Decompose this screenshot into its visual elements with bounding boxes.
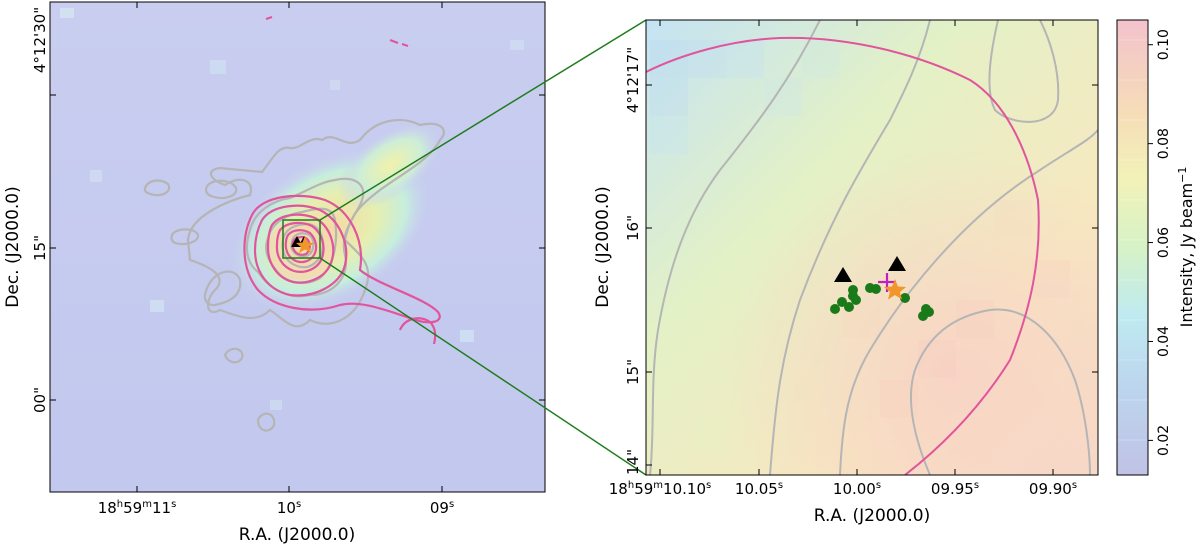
colorbar-tick-label: 0.10 [1156, 29, 1172, 60]
green-point [924, 307, 934, 317]
right-x-tick-label: 09.90s [1029, 480, 1077, 498]
magenta-contour-1 [243, 194, 441, 324]
right-y-tick-label: 15" [624, 359, 642, 385]
magenta-contour-frag-2 [389, 38, 409, 48]
connector-top [319, 19, 647, 221]
left-ticks [50, 2, 545, 492]
left-x-tick-label: 09s [430, 499, 454, 517]
colorbar-tick-label: 0.08 [1156, 128, 1172, 159]
emission-lobe [337, 121, 443, 209]
right-frame [645, 19, 1099, 476]
right-panel: 4°12'17" 16" 15" 14" 18h59m10.10s 10.05s… [593, 19, 1099, 526]
right-gray-contours [649, 20, 1098, 475]
right-y-axis-label: Dec. (J2000.0) [593, 186, 613, 307]
right-y-tick-labels: 4°12'17" 16" 15" 14" [624, 47, 642, 475]
left-y-axis-label: Dec. (J2000.0) [3, 186, 23, 307]
left-x-tick-label: 10s [277, 499, 301, 517]
right-magenta-contours [646, 36, 1040, 475]
gray-contour-small-1 [204, 179, 238, 200]
gray-contour-1 [186, 118, 445, 328]
right-gray-contour-5 [988, 20, 1060, 123]
colorbar-tick-label: 0.02 [1156, 425, 1172, 456]
right-ticks [646, 20, 1098, 475]
right-gray-contour-3 [839, 129, 1098, 475]
right-gray-contour-1 [649, 20, 821, 475]
right-x-axis-label: R.A. (J2000.0) [814, 506, 931, 526]
gray-contour-small-2 [143, 179, 171, 197]
right-star-marker [884, 279, 906, 300]
right-triangle-marker-1 [834, 267, 852, 282]
left-noise [60, 8, 524, 410]
green-point [851, 295, 861, 305]
gray-contour-small-3 [170, 228, 200, 246]
left-y-tick-label: 15" [31, 235, 49, 261]
right-y-tick-label: 4°12'17" [624, 47, 642, 113]
left-magenta-contours [243, 15, 441, 345]
magenta-contour-4 [275, 221, 325, 273]
green-point [900, 293, 910, 303]
colorbar-tick-label: 0.04 [1156, 326, 1172, 357]
right-y-tick-label: 16" [624, 215, 642, 241]
left-frame [49, 1, 546, 493]
left-x-tick-label: 18h59m11s [98, 499, 177, 517]
right-triangle-marker-2 [888, 256, 906, 271]
green-points [830, 283, 934, 321]
right-x-tick-label: 10.05s [735, 480, 783, 498]
connector-bottom [319, 257, 647, 476]
magenta-contour-3 [266, 213, 335, 284]
green-point [830, 304, 840, 314]
right-warm-overlay [646, 20, 1098, 475]
right-x-tick-label: 10.00s [833, 480, 881, 498]
colorbar-label: Intensity, Jy beam−1 [1176, 167, 1196, 328]
magenta-contour-frag-3 [398, 317, 437, 345]
colorbar-ticks: 0.02 0.04 0.06 0.08 0.10 [1148, 29, 1172, 456]
left-panel: 4°12'30" 15" 00" 18h59m11s 10s 09s R.A. … [3, 1, 546, 545]
colorbar-tick-label: 0.06 [1156, 227, 1172, 258]
zoom-connectors [319, 19, 647, 476]
green-point [837, 297, 847, 307]
left-star-marker [296, 236, 314, 253]
colorbar: 0.02 0.04 0.06 0.08 0.10 Intensity, Jy beam−… [1116, 19, 1196, 476]
left-x-axis-label: R.A. (J2000.0) [239, 525, 356, 545]
gray-contour-small-4 [203, 270, 242, 307]
left-y-tick-label: 4°12'30" [31, 7, 49, 73]
right-x-tick-label: 18h59m10.10s [609, 480, 711, 498]
right-gray-contour-4 [909, 308, 1091, 475]
left-x-tick-labels: 18h59m11s 10s 09s [98, 499, 454, 517]
green-point [844, 302, 854, 312]
colorbar-striation [1117, 39, 1148, 441]
right-x-tick-label: 09.95s [931, 480, 979, 498]
right-x-tick-labels: 18h59m10.10s 10.05s 10.00s 09.95s 09.90s [609, 480, 1077, 498]
right-magenta-contour-1 [646, 36, 1040, 475]
magenta-contour-5 [284, 229, 318, 264]
left-y-tick-labels: 4°12'30" 15" 00" [31, 7, 49, 413]
right-gray-contour-2 [769, 20, 931, 475]
left-y-tick-label: 00" [31, 387, 49, 413]
colorbar-gradient [1117, 20, 1148, 475]
gray-contour-4 [281, 222, 324, 269]
magenta-contour-2 [253, 204, 348, 297]
right-y-tick-label: 14" [624, 449, 642, 475]
gray-contour-small-6 [256, 412, 276, 432]
zoom-box [282, 219, 321, 259]
colorbar-frame [1116, 19, 1149, 476]
green-point [871, 284, 881, 294]
gray-contour-small-5 [223, 347, 244, 364]
magenta-contour-frag-1 [265, 15, 273, 21]
green-point [848, 285, 858, 295]
